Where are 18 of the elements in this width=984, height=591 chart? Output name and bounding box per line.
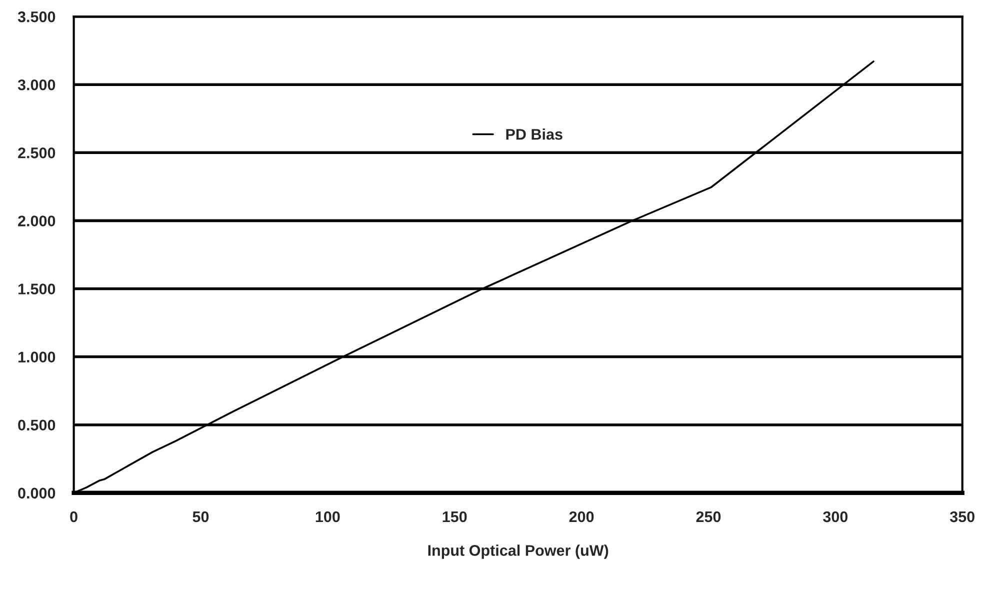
y-tick-label: 1.500	[18, 284, 56, 294]
x-tick-label: 300	[823, 511, 848, 522]
y-tick-label: 0.500	[18, 420, 56, 431]
y-tick-label: 1.000	[18, 352, 56, 362]
x-tick-label: 100	[316, 511, 340, 522]
y-tick-label: 2.500	[18, 148, 56, 158]
y-tick-label: 2.000	[18, 216, 56, 226]
legend-label: PD Bias	[506, 128, 562, 140]
x-tick-label: 150	[442, 511, 467, 522]
x-tick-label: 350	[950, 511, 974, 522]
y-tick-label: 3.000	[18, 79, 56, 90]
y-tick-label: 0.000	[18, 488, 56, 499]
x-tick-label: 250	[696, 511, 721, 522]
y-tick-label: 3.500	[18, 11, 56, 22]
x-tick-label: 0	[70, 511, 78, 522]
x-tick-label: 200	[569, 511, 594, 522]
x-axis-title: Input Optical Power (uW)	[428, 544, 608, 559]
x-tick-label: 50	[192, 511, 209, 522]
